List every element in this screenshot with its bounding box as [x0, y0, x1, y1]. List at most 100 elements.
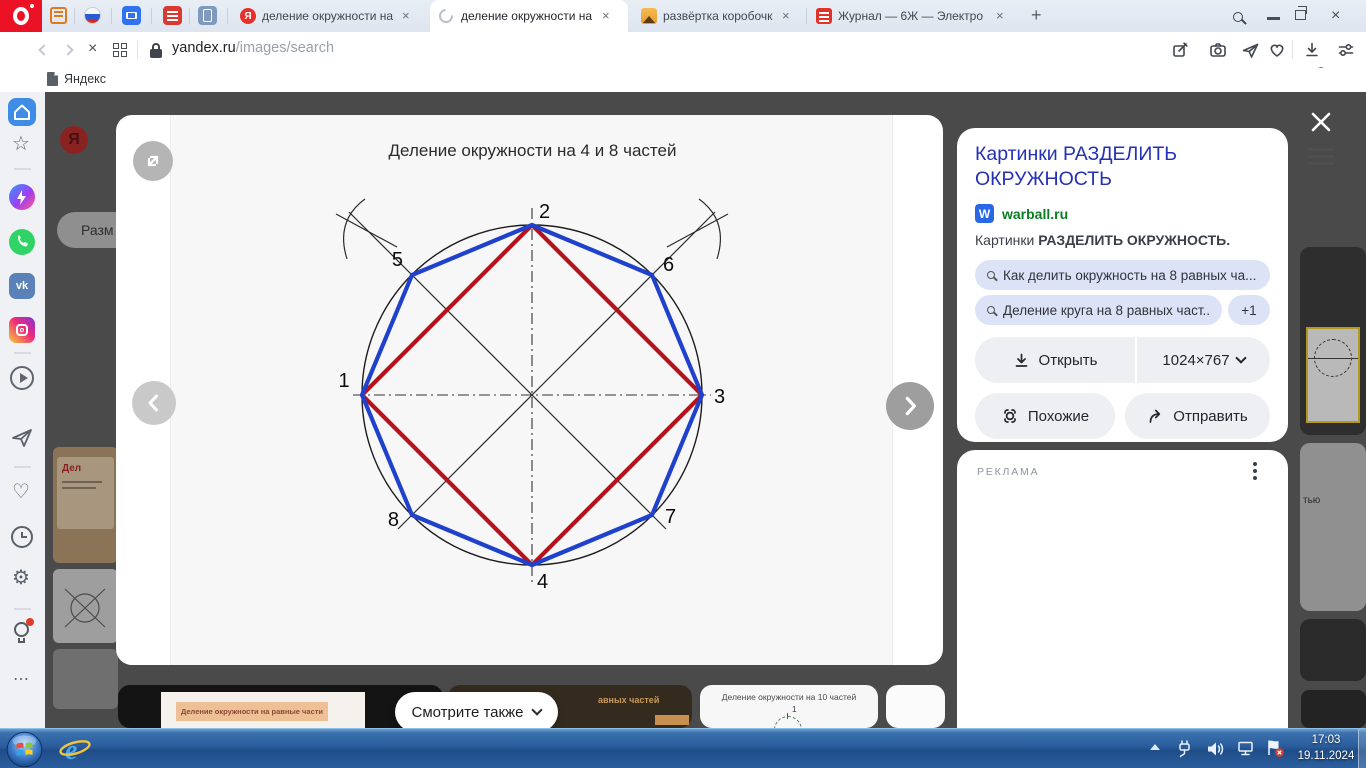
ad-menu-kebab-icon[interactable]: [1253, 462, 1257, 480]
sidebar-vk-icon[interactable]: vk: [9, 273, 35, 299]
heart-icon[interactable]: [1268, 41, 1286, 59]
similar-images-button[interactable]: Похожие: [975, 393, 1115, 439]
bookmark-page-icon: [47, 72, 58, 86]
tab-yandex-images-2-active[interactable]: деление окружности на 8 ×: [430, 0, 628, 32]
edit-pin-icon[interactable]: [1171, 41, 1189, 59]
see-also-button[interactable]: Смотрите также: [395, 692, 558, 732]
sidebar-history-clock-icon[interactable]: [11, 526, 33, 548]
camera-icon[interactable]: [1209, 41, 1227, 59]
sidebar-favorites-star-icon[interactable]: ☆: [12, 133, 30, 155]
tray-network-icon[interactable]: [1236, 739, 1256, 759]
site-domain-link[interactable]: warball.ru: [1002, 205, 1069, 222]
bookmarks-bar: Яндекс: [0, 68, 1366, 92]
sidebar-home-button[interactable]: [8, 98, 36, 126]
related-query-chip[interactable]: Деление круга на 8 равных част...: [975, 295, 1222, 325]
svg-text:4: 4: [537, 571, 548, 593]
sidebar-instagram-icon[interactable]: [9, 317, 35, 343]
tab-journal[interactable]: Журнал — 6Ж — Электро ×: [810, 0, 1016, 32]
previous-image-button[interactable]: [132, 381, 176, 425]
chevron-down-icon: [1234, 352, 1247, 364]
sidebar-more-icon[interactable]: ⋯: [13, 671, 29, 688]
pin-separator: [151, 8, 152, 24]
related-query-chip[interactable]: Как делить окружность на 8 равных ча...: [975, 260, 1270, 290]
tab-title: деление окружности на 8: [262, 9, 394, 23]
pinned-tab-clipboard-icon[interactable]: [198, 6, 217, 25]
pinned-tab-mail-icon[interactable]: [122, 6, 141, 25]
tray-show-hidden-icons[interactable]: [1150, 744, 1160, 750]
tab-close-icon[interactable]: ×: [402, 8, 410, 23]
image-description: Картинки РАЗДЕЛИТЬ ОКРУЖНОСТЬ.: [975, 232, 1231, 248]
sidebar-likes-heart-icon[interactable]: ♡: [12, 481, 30, 503]
show-desktop-button[interactable]: [1358, 729, 1366, 768]
lock-icon[interactable]: [150, 42, 162, 58]
tune-settings-icon[interactable]: [1337, 41, 1355, 59]
window-restore-button[interactable]: [1295, 6, 1307, 20]
panel-title[interactable]: Картинки РАЗДЕЛИТЬ ОКРУЖНОСТЬ: [975, 143, 1178, 190]
svg-text:1: 1: [338, 370, 349, 392]
tray-volume-icon[interactable]: [1204, 738, 1226, 760]
tab-box-unfolding[interactable]: развёртка коробочки на о ×: [634, 0, 806, 32]
chevron-left-icon: [148, 394, 158, 412]
next-image-button[interactable]: [886, 382, 934, 430]
tab-close-icon[interactable]: ×: [996, 8, 1004, 23]
dimmed-thumbnail: [1300, 619, 1366, 681]
tab-yandex-images-1[interactable]: Я деление окружности на 8 ×: [232, 0, 428, 32]
forward-icon[interactable]: [62, 44, 74, 56]
see-also-thumbnail[interactable]: [886, 685, 945, 728]
source-row[interactable]: W warball.ru: [975, 204, 1068, 223]
sidebar-whatsapp-icon[interactable]: [9, 229, 35, 255]
viewer-close-button[interactable]: [1309, 110, 1333, 134]
pinned-tab-docs-icon[interactable]: [163, 6, 182, 25]
tab-close-icon[interactable]: ×: [782, 8, 790, 23]
image-title: Деление окружности на 4 и 8 частей: [388, 141, 677, 160]
download-icon[interactable]: [1303, 41, 1321, 59]
tray-power-plug-icon[interactable]: [1174, 738, 1194, 758]
image-info-panel: Картинки РАЗДЕЛИТЬ ОКРУЖНОСТЬ W warball.…: [957, 128, 1288, 442]
sidebar-send-icon[interactable]: [10, 426, 34, 450]
tray-time: 17:03: [1311, 734, 1341, 746]
pin-separator: [74, 8, 75, 24]
tab-search-icon[interactable]: [1233, 9, 1243, 27]
open-image-button[interactable]: Открыть: [975, 337, 1135, 383]
see-also-thumbnail[interactable]: Деление окружности на 10 частей 1: [700, 685, 878, 744]
pinned-tab-journal-icon[interactable]: [50, 7, 67, 24]
dimmed-thumbnail: [1301, 690, 1366, 728]
viewer-menu-icon[interactable]: [1308, 148, 1334, 165]
sidebar-divider: [14, 168, 31, 170]
opera-browser-logo[interactable]: [0, 0, 42, 32]
inscribed-octagon: [359, 222, 705, 568]
pinned-tab-russia-flag-icon[interactable]: [84, 7, 101, 24]
tray-action-center-flag-icon[interactable]: [1264, 737, 1286, 759]
chevron-down-icon: [531, 704, 544, 716]
sidebar-video-play-icon[interactable]: [10, 366, 34, 390]
new-tab-button[interactable]: +: [1031, 5, 1042, 25]
start-button[interactable]: [6, 731, 43, 768]
url-path: /images/search: [235, 40, 335, 56]
more-queries-chip[interactable]: +1: [1228, 295, 1270, 325]
window-close-button[interactable]: ×: [1331, 7, 1341, 24]
tray-clock[interactable]: 17:03 19.11.2024: [1294, 733, 1358, 764]
sidebar-messenger-icon[interactable]: [9, 184, 35, 210]
bookmark-yandex[interactable]: Яндекс: [64, 72, 107, 86]
send-icon[interactable]: [1241, 41, 1260, 59]
share-button[interactable]: Отправить: [1125, 393, 1270, 439]
opera-dot: [30, 4, 34, 8]
sidebar-hints-bulb-icon[interactable]: [13, 622, 31, 648]
fullscreen-expand-button[interactable]: [133, 141, 173, 181]
tray-date: 19.11.2024: [1297, 749, 1355, 762]
stop-icon[interactable]: ×: [88, 40, 98, 57]
back-icon[interactable]: [38, 44, 50, 56]
tab-close-icon[interactable]: ×: [602, 8, 610, 23]
sidebar-settings-gear-icon[interactable]: ⚙: [12, 567, 30, 589]
windows-logo-icon: [6, 731, 43, 768]
expand-icon: [147, 155, 159, 167]
image-size-dropdown[interactable]: 1024×767: [1137, 337, 1270, 383]
see-also-thumbnail[interactable]: Деление окружности на равные части: [118, 685, 443, 728]
url-field[interactable]: yandex.ru/images/search: [172, 40, 334, 56]
viewed-image[interactable]: Деление окружности на 4 и 8 частей: [170, 115, 893, 665]
window-minimize-button[interactable]: [1267, 17, 1280, 20]
tiles-icon[interactable]: [113, 43, 127, 57]
tab-title: деление окружности на 8: [461, 9, 594, 23]
taskbar-internet-explorer-button[interactable]: e: [58, 733, 92, 767]
dimmed-thumbnail: [1300, 247, 1366, 435]
